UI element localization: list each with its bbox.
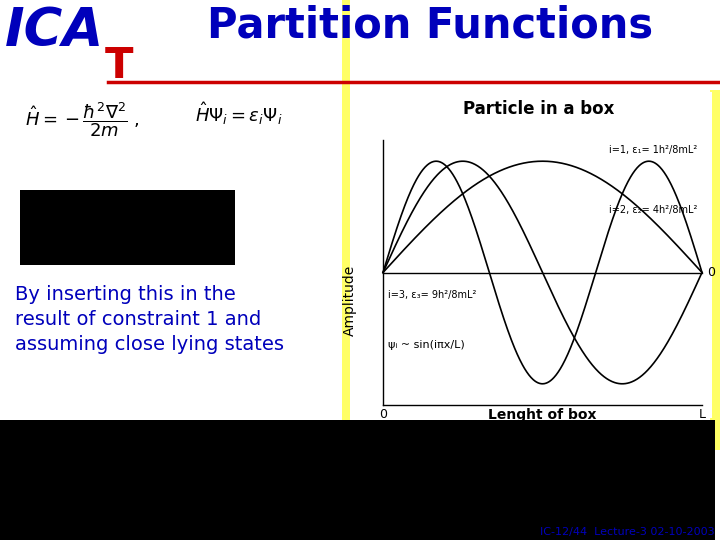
Text: $\hat{H}\Psi_i = \varepsilon_i\Psi_i$: $\hat{H}\Psi_i = \varepsilon_i\Psi_i$ [195,100,282,127]
Text: Partition Functions: Partition Functions [207,5,653,47]
Bar [365,92,712,418]
Text: Lenght of box: Lenght of box [488,408,597,422]
Text: Particle in a box: Particle in a box [463,100,614,118]
Text: result of constraint 1 and: result of constraint 1 and [15,310,261,329]
Text: ICA: ICA [5,5,104,57]
Text: i=2, ε₂= 4h²/8mL²: i=2, ε₂= 4h²/8mL² [608,205,697,215]
Bar [20,190,235,265]
Text: i=3, ε₃= 9h²/8mL²: i=3, ε₃= 9h²/8mL² [388,290,477,300]
Text: Amplitude: Amplitude [343,265,357,336]
Text: 0: 0 [379,408,387,421]
Text: ψᵢ ~ sin(iπx/L): ψᵢ ~ sin(iπx/L) [388,340,464,350]
Text: $\hat{H} = -\dfrac{\hbar^2\nabla^2}{2m}\ ,$: $\hat{H} = -\dfrac{\hbar^2\nabla^2}{2m}\… [25,100,140,139]
Bar [710,90,720,450]
Text: IC-12/44  Lecture-3 02-10-2003: IC-12/44 Lecture-3 02-10-2003 [541,527,715,537]
Text: i=1, ε₁= 1h²/8mL²: i=1, ε₁= 1h²/8mL² [608,145,697,155]
Bar [0,420,715,540]
Text: T: T [105,45,133,87]
Text: L: L [698,408,706,421]
Bar [342,0,350,540]
Text: assuming close lying states: assuming close lying states [15,335,284,354]
Text: By inserting this in the: By inserting this in the [15,285,235,304]
Text: 0: 0 [707,266,715,279]
